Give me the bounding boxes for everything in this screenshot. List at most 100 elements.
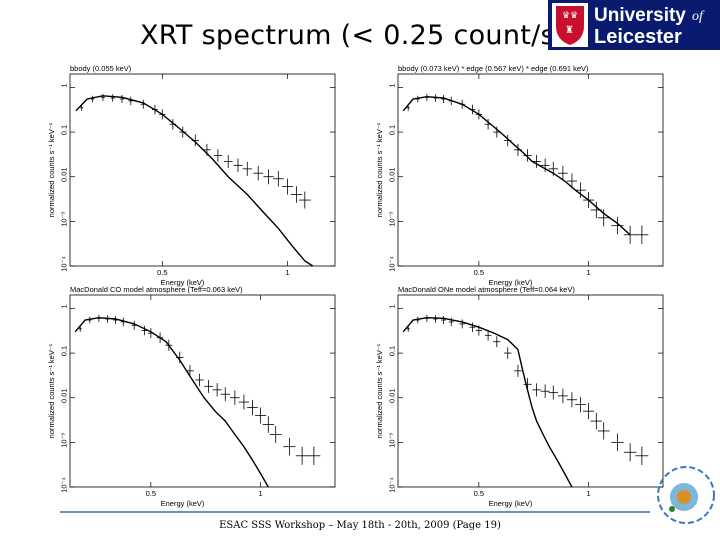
data-point	[493, 126, 501, 138]
data-point	[262, 416, 275, 433]
logo-line1: University	[594, 5, 686, 26]
data-point	[204, 379, 213, 393]
y-tick-label: 1	[60, 83, 69, 87]
data-point	[424, 314, 429, 322]
x-tick-label: 0.5	[157, 268, 167, 277]
plot-frame	[397, 294, 664, 488]
data-point	[590, 412, 603, 430]
data-point	[120, 317, 126, 327]
y-tick-label: 10⁻⁴	[388, 256, 397, 272]
data-point	[119, 95, 125, 104]
x-tick-label: 0.5	[474, 489, 484, 498]
y-tick-label: 10⁻³	[60, 211, 69, 226]
plot-frame	[397, 73, 664, 267]
data-point	[295, 446, 309, 465]
data-point	[433, 94, 438, 102]
data-point	[152, 104, 158, 115]
y-axis-label: normalized counts s⁻¹ keV⁻¹	[47, 122, 56, 217]
y-tick-label: 0.01	[388, 388, 397, 403]
data-point	[128, 96, 134, 106]
plot-frame	[69, 73, 336, 267]
x-axis-label: Energy (keV)	[161, 499, 205, 508]
data-point	[156, 332, 164, 344]
y-tick-label: 10⁻³	[388, 432, 397, 447]
data-point	[514, 143, 522, 156]
data-point	[623, 225, 637, 244]
data-point	[504, 347, 512, 359]
svg-text:♜: ♜	[565, 25, 574, 36]
data-point	[493, 336, 501, 348]
y-tick-label: 0.1	[60, 125, 69, 135]
data-point	[213, 149, 222, 162]
chart-title: bbody (0.055 keV)	[70, 64, 132, 73]
y-tick-label: 10⁻⁴	[388, 477, 397, 493]
data-point	[140, 99, 146, 109]
y-tick-label: 10⁻⁴	[60, 256, 69, 272]
data-point	[635, 225, 649, 245]
y-tick-label: 1	[60, 304, 69, 308]
chart-panel-2: bbody (0.073 keV) * edge (0.567 keV) * e…	[368, 62, 668, 291]
data-point	[635, 446, 649, 466]
data-point	[307, 446, 321, 466]
chart-panel-4: MacDonald ONe model atmosphere (Teff=0.0…	[368, 283, 668, 512]
footer-text: ESAC SSS Workshop – May 18th - 20th, 200…	[219, 520, 501, 531]
data-point	[469, 322, 476, 332]
data-point	[220, 387, 230, 402]
y-axis-label: normalized counts s⁻¹ keV⁻¹	[375, 122, 384, 217]
data-point	[459, 99, 465, 109]
model-line	[75, 95, 314, 267]
y-tick-label: 0.1	[388, 346, 397, 356]
data-point	[110, 94, 115, 102]
y-tick-label: 0.1	[388, 125, 397, 135]
data-point	[532, 383, 541, 397]
slide-title: XRT spectrum (< 0.25 count/s)	[140, 20, 566, 51]
data-point	[131, 320, 137, 330]
data-point	[611, 433, 624, 452]
data-point	[623, 443, 637, 462]
chart-title: MacDonald CO model atmosphere (Teff=0.06…	[70, 285, 243, 294]
data-point	[233, 158, 243, 173]
data-point	[195, 373, 204, 387]
data-point	[169, 118, 177, 130]
data-point	[247, 399, 258, 416]
data-point	[475, 109, 482, 120]
data-point	[176, 351, 184, 364]
y-tick-label: 0.01	[60, 388, 69, 403]
data-point	[532, 154, 541, 168]
plot-frame	[69, 294, 336, 488]
data-point	[597, 422, 610, 440]
data-point	[238, 394, 250, 410]
data-point	[229, 390, 240, 405]
data-point	[548, 161, 558, 176]
svg-text:♛: ♛	[562, 11, 570, 21]
data-point	[263, 169, 274, 185]
data-point	[283, 437, 296, 456]
model-line	[74, 316, 269, 488]
data-point	[273, 171, 284, 187]
data-point	[590, 201, 603, 219]
data-point	[484, 330, 492, 341]
model-line	[402, 316, 573, 488]
data-point	[583, 192, 595, 209]
x-tick-label: 1	[587, 489, 591, 498]
data-point	[514, 364, 522, 377]
data-point	[433, 315, 438, 323]
data-point	[557, 165, 568, 181]
chart-panel-3: MacDonald CO model atmosphere (Teff=0.06…	[40, 283, 340, 512]
data-point	[597, 209, 610, 227]
data-point	[484, 118, 492, 130]
logo-line1b: of	[692, 9, 705, 24]
seal-dot	[669, 506, 675, 512]
data-point	[548, 385, 558, 400]
data-point	[147, 328, 154, 339]
logo-line2: Leicester	[594, 26, 682, 48]
data-point	[523, 378, 532, 391]
data-point	[96, 314, 101, 322]
data-point	[416, 95, 420, 103]
y-tick-label: 1	[388, 83, 397, 87]
data-point	[424, 93, 429, 101]
data-point	[575, 182, 586, 198]
data-point	[165, 339, 173, 351]
y-tick-label: 10⁻⁴	[60, 477, 69, 493]
x-tick-label: 1	[587, 268, 591, 277]
